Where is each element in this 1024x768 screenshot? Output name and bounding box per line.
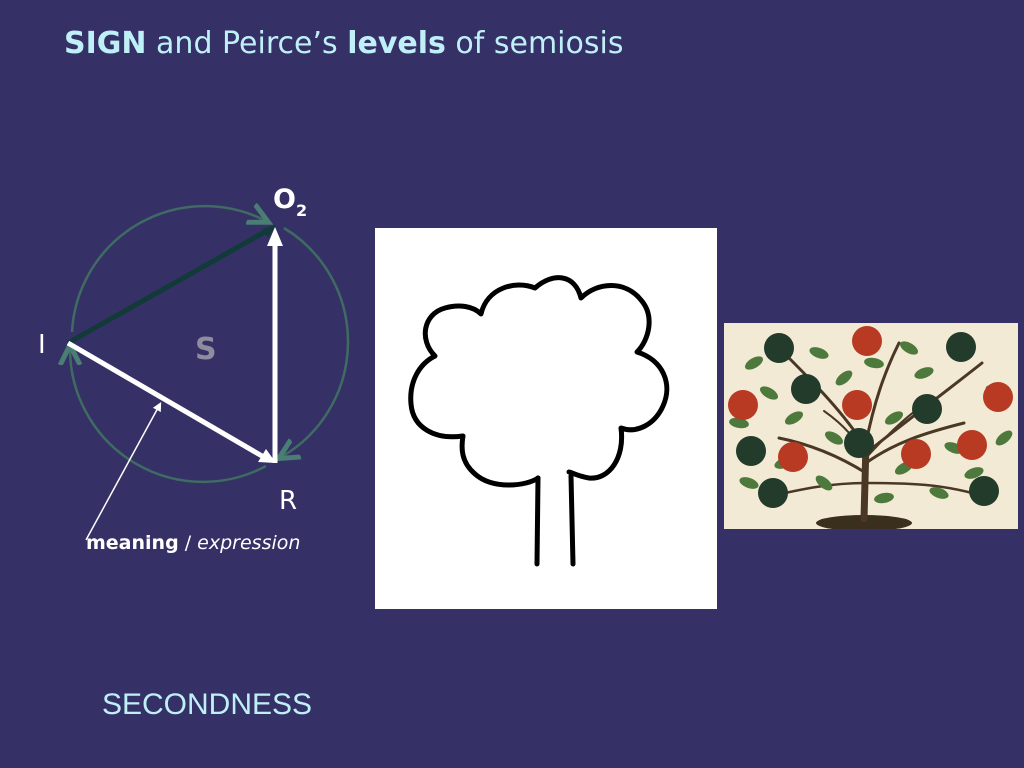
edge-arrowhead-up bbox=[267, 227, 283, 246]
secondness-label: SECONDNESS bbox=[102, 688, 313, 721]
interpretant-label: I bbox=[38, 330, 46, 360]
separator-text: / bbox=[184, 532, 192, 554]
title-of-semiosis: of semiosis bbox=[455, 26, 624, 61]
painting-fruits bbox=[728, 326, 1013, 508]
edge-interpretant-object bbox=[66, 226, 272, 346]
tree-of-life-icon bbox=[724, 323, 1018, 529]
meaning-expression-label: meaning / expression bbox=[86, 532, 300, 554]
title-levels: levels bbox=[347, 26, 446, 61]
arc-right bbox=[283, 226, 350, 456]
title-and-peirce: and Peirce’s bbox=[156, 26, 338, 61]
edge-arrowhead-representamen bbox=[258, 449, 276, 463]
slide-title: SIGN and Peirce’s levels of semiosis bbox=[64, 26, 623, 61]
tree-outline-icon bbox=[408, 275, 670, 567]
tree-trunk-right bbox=[568, 473, 576, 567]
sign-label: S bbox=[195, 332, 217, 367]
tree-sketch-image bbox=[375, 228, 717, 609]
title-sign: SIGN bbox=[64, 26, 147, 61]
meaning-text: meaning bbox=[86, 532, 179, 554]
edge-interpretant-representamen bbox=[66, 340, 264, 459]
tree-trunk-left bbox=[534, 475, 541, 567]
arc-top bbox=[70, 206, 264, 333]
representamen-label: R bbox=[279, 486, 298, 516]
edge-arrowhead-object bbox=[262, 225, 276, 238]
meaning-pointer bbox=[85, 402, 162, 541]
object-label: O2 bbox=[273, 184, 308, 221]
tree-painting-image bbox=[724, 323, 1018, 529]
tree-crown-outline bbox=[408, 275, 670, 488]
cyclic-arrows bbox=[70, 206, 350, 484]
expression-text: expression bbox=[197, 532, 301, 554]
arc-bottom bbox=[70, 350, 267, 484]
object-subscript: 2 bbox=[295, 201, 308, 221]
object-letter: O bbox=[273, 184, 296, 215]
